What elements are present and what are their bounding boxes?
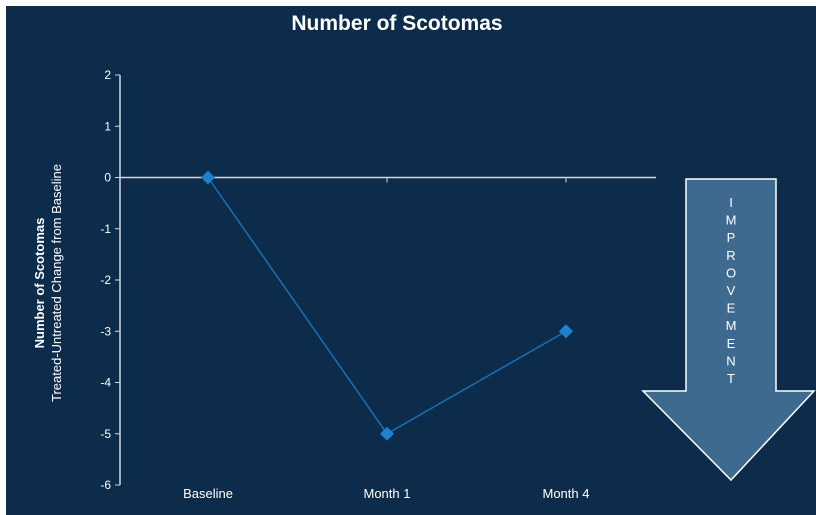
improvement-letter: T <box>727 371 735 386</box>
improvement-letter: M <box>726 318 737 333</box>
y-tick-label: -5 <box>100 427 111 441</box>
x-category-label: Baseline <box>183 486 233 501</box>
y-tick-label: -1 <box>100 222 111 236</box>
data-point-marker <box>559 324 573 339</box>
improvement-arrow-shape <box>641 178 816 482</box>
improvement-letter: E <box>727 336 736 351</box>
data-point-marker <box>380 426 394 441</box>
improvement-letter: N <box>726 353 735 368</box>
y-tick-label: 1 <box>104 119 111 133</box>
y-tick-label: -4 <box>100 376 111 390</box>
improvement-letter: V <box>727 283 736 298</box>
y-tick-label: -2 <box>100 273 111 287</box>
y-tick-label: 2 <box>104 68 111 82</box>
chart-frame: Number of Scotomas 2 1 0 -1 -2 -3 -4 -5 -6 Baseli… <box>6 6 816 515</box>
x-category-label: Month 4 <box>543 486 590 501</box>
chart-title: Number of Scotomas <box>291 12 503 35</box>
improvement-letter: O <box>726 265 736 280</box>
improvement-letter: P <box>727 230 736 245</box>
data-point-marker <box>201 170 215 185</box>
y-axis-label: Number of Scotomas Treated-Untreated Cha… <box>32 164 64 402</box>
y-tick-label: -3 <box>100 324 111 338</box>
axes: 2 1 0 -1 -2 -3 -4 -5 -6 Baseline Month 1 Month 4 <box>100 68 656 501</box>
x-category-label: Month 1 <box>364 486 411 501</box>
improvement-letter: I <box>729 195 733 210</box>
improvement-letter: M <box>726 213 737 228</box>
improvement-letter: E <box>727 301 736 316</box>
series-line <box>207 177 567 435</box>
chart-svg: 2 1 0 -1 -2 -3 -4 -5 -6 Baseline Month 1 Month 4 Nu… <box>32 68 816 501</box>
y-axis-label-sub: Treated-Untreated Change from Baseline <box>49 164 64 402</box>
y-tick-label: -6 <box>100 478 111 492</box>
improvement-letter: R <box>726 248 735 263</box>
y-axis-label-bold: Number of Scotomas <box>32 218 47 349</box>
series-group <box>201 170 573 441</box>
y-tick-label: 0 <box>104 171 111 185</box>
